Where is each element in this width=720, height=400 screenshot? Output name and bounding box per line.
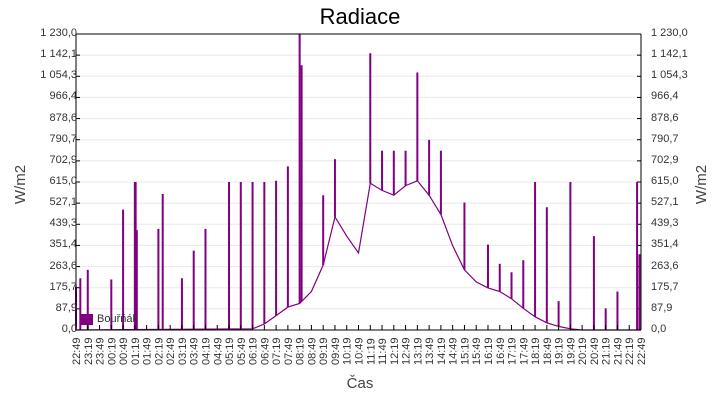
x-tick-label: 01:49 [142,337,154,365]
x-tick-label: 09:19 [318,337,330,365]
x-tick-label: 19:49 [565,337,577,365]
x-tick-label: 03:49 [189,337,201,365]
x-tick-label: 11:49 [377,338,389,365]
y-tick-label: 1 230,0 [40,27,77,39]
x-tick-label: 17:19 [507,337,519,365]
x-tick-label: 05:49 [236,337,248,365]
y-tick-label: 1 142,1 [651,48,688,61]
y-tick-label: 790,7 [651,132,679,145]
x-tick-label: 17:49 [518,337,530,365]
y-tick-label: 615,0 [49,175,77,187]
x-tick-label: 08:19 [295,337,307,365]
y-tick-label: 175,7 [651,280,679,293]
x-tick-label: 10:49 [354,337,366,365]
y-tick-label: 439,3 [49,217,77,230]
y-tick-label: 1 142,1 [40,48,77,61]
y-tick-label: 263,6 [49,259,77,272]
x-tick-label: 20:19 [577,337,589,365]
y-tick-label: 439,3 [651,217,679,230]
x-tick-label: 23:49 [95,337,107,365]
y-tick-label: 615,0 [651,175,679,187]
y-tick-label: 790,7 [49,132,77,145]
x-tick-label: 21:19 [601,337,613,365]
x-tick-label: 23:19 [83,337,95,365]
legend-label: Bouřňák [97,313,138,325]
x-tick-label: 08:49 [306,337,318,365]
x-tick-label: 12:49 [401,337,413,365]
legend: Bouřňák [80,313,138,325]
x-tick-label: 13:19 [412,337,424,365]
x-tick-label: 15:49 [471,337,483,365]
y-tick-label: 966,4 [49,90,77,103]
x-tick-label: 22:49 [71,337,83,365]
x-tick-label: 02:49 [165,337,177,365]
x-tick-label: 04:49 [212,337,224,365]
y-tick-label: 527,1 [651,196,679,209]
y-tick-label: 702,9 [49,153,77,166]
legend-swatch [80,313,93,325]
y-tick-label: 87,9 [55,301,77,314]
y-tick-label: 878,6 [49,111,77,124]
x-tick-label: 07:19 [271,337,283,365]
x-tick-label: 01:19 [130,337,142,365]
x-tick-label: 14:19 [436,337,448,365]
x-tick-label: 00:49 [118,337,130,365]
x-tick-label: 13:49 [424,337,436,365]
y-tick-label: 175,7 [49,280,77,293]
x-tick-label: 02:19 [153,337,165,365]
y-tick-label: 878,6 [651,111,679,124]
x-tick-label: 06:19 [248,337,260,365]
y-tick-label: 0,0 [61,323,77,335]
x-tick-label: 05:19 [224,337,236,365]
x-tick-label: 21:49 [612,337,624,365]
x-axis-label: Čas [346,375,374,392]
x-tick-label: 10:19 [342,337,354,365]
x-tick-label: 11:19 [365,338,377,365]
x-tick-label: 07:49 [283,337,295,365]
x-tick-label: 18:19 [530,337,542,365]
y-tick-label: 527,1 [49,196,77,209]
y-tick-label: 1 054,3 [40,69,77,82]
x-tick-label: 00:19 [106,337,118,365]
x-tick-label: 19:19 [554,337,566,365]
y-tick-label: 1 054,3 [651,69,688,82]
x-tick-label: 14:49 [448,337,460,365]
y-tick-label: 702,9 [651,153,679,166]
y-tick-label: 966,4 [651,90,679,103]
x-tick-label: 04:19 [200,337,212,365]
x-tick-label: 15:19 [459,337,471,365]
y-tick-label: 351,4 [49,238,77,251]
chart-title: Radiace [319,4,401,29]
y-tick-label: 263,6 [651,259,679,272]
x-tick-label: 09:49 [330,337,342,365]
y-tick-label: 1 230,0 [651,27,688,39]
x-tick-label: 16:19 [483,337,495,365]
x-tick-label: 12:19 [389,337,401,365]
x-tick-label: 16:49 [495,337,507,365]
x-tick-label: 03:19 [177,337,189,365]
x-tick-label: 22:19 [624,337,636,365]
y-tick-label: 0,0 [651,323,667,335]
x-tick-label: 20:49 [589,337,601,365]
x-tick-label: 06:49 [259,337,271,365]
y-tick-label: 87,9 [651,301,673,314]
y-tick-label: 351,4 [651,238,679,251]
x-tick-label: 18:49 [542,337,554,365]
x-tick-label: 22:49 [636,337,648,365]
